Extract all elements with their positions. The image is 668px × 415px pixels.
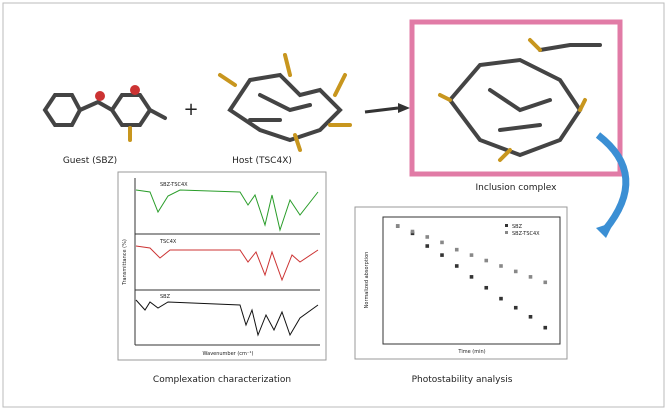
photo-panel	[355, 207, 567, 359]
point	[411, 230, 415, 234]
point	[543, 281, 547, 285]
point	[470, 253, 474, 257]
point	[425, 235, 429, 239]
point	[425, 244, 429, 248]
guest-label: Guest (SBZ)	[63, 156, 117, 166]
ir-y-label: Transmittance (%)	[122, 239, 128, 286]
trace-label: SBZ	[160, 294, 171, 300]
complex-label: Inclusion complex	[476, 183, 558, 193]
legend-marker	[505, 231, 508, 234]
ir-panel	[118, 172, 326, 360]
graphical-abstract: Guest (SBZ) + Host (TSC4X) Inclusion com…	[0, 0, 668, 411]
plus-sign: +	[183, 99, 198, 120]
point	[529, 315, 533, 319]
point	[514, 270, 518, 274]
photo-title: Photostability analysis	[412, 375, 513, 385]
point	[484, 286, 488, 290]
host-label: Host (TSC4X)	[232, 156, 292, 166]
point	[455, 264, 459, 268]
legend-marker	[505, 224, 508, 227]
ir-x-label: Wavenumber (cm⁻¹)	[203, 351, 254, 357]
legend-label: SBZ-TSC4X	[512, 231, 540, 237]
point	[440, 253, 444, 257]
trace-label: TSC4X	[159, 239, 177, 245]
point	[396, 224, 400, 228]
point	[499, 264, 503, 268]
point	[529, 275, 533, 279]
point	[440, 241, 444, 245]
point	[484, 259, 488, 263]
point	[455, 248, 459, 252]
ir-title: Complexation characterization	[153, 375, 291, 385]
point	[470, 275, 474, 279]
trace-label: SBZ-TSC4X	[160, 182, 188, 188]
point	[514, 306, 518, 310]
point	[499, 297, 503, 301]
photo-y-label: Normalized absorption	[364, 252, 370, 309]
photo-x-label: Time (min)	[457, 349, 485, 355]
point	[543, 326, 547, 330]
legend-label: SBZ	[512, 224, 523, 230]
